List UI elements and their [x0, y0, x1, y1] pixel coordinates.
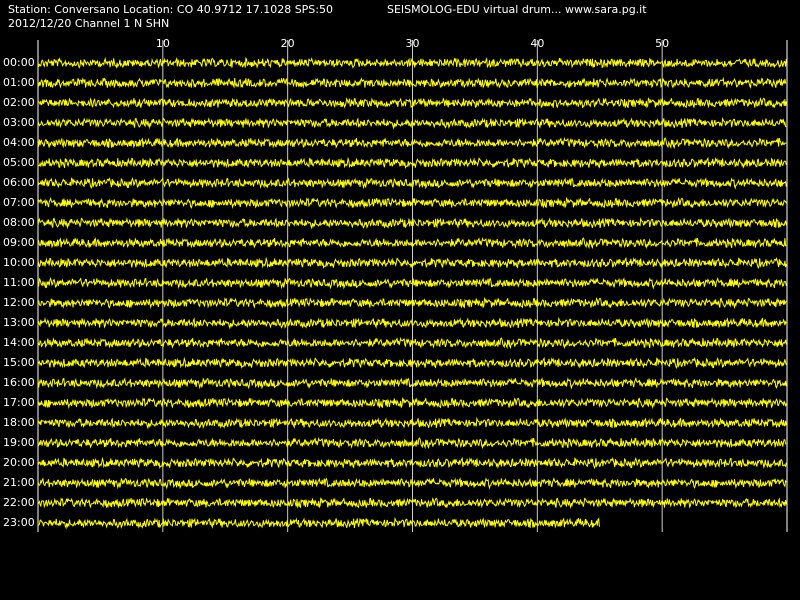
x-tick-label: 20 — [281, 37, 295, 50]
hour-label: 11:00 — [3, 276, 35, 289]
seismic-trace — [37, 516, 600, 530]
date-channel: 2012/12/20 Channel 1 N SHN — [8, 17, 169, 30]
station-info: Station: Conversano Location: CO 40.9712… — [8, 3, 333, 16]
seismic-trace — [37, 97, 787, 109]
seismic-trace — [37, 397, 787, 410]
seismic-trace — [37, 197, 787, 209]
seismic-trace — [37, 156, 787, 169]
hour-label: 15:00 — [3, 356, 35, 369]
x-tick-label: 40 — [530, 37, 544, 50]
program-title: SEISMOLOG-EDU virtual drum... www.sara.p… — [387, 3, 647, 16]
hour-label: 22:00 — [3, 496, 35, 509]
hour-label: 05:00 — [3, 156, 35, 169]
hour-label: 23:00 — [3, 516, 35, 529]
seismic-trace — [37, 216, 787, 230]
seismic-trace — [37, 437, 787, 450]
seismic-trace — [37, 256, 787, 270]
hour-label: 08:00 — [3, 216, 35, 229]
hour-label: 09:00 — [3, 236, 35, 249]
hour-label: 13:00 — [3, 316, 35, 329]
hour-label: 01:00 — [3, 76, 35, 89]
hour-label: 07:00 — [3, 196, 35, 209]
seismic-trace — [37, 377, 787, 390]
hour-label: 20:00 — [3, 456, 35, 469]
hour-label: 04:00 — [3, 136, 35, 149]
seismic-trace — [37, 56, 787, 69]
hour-label: 19:00 — [3, 436, 35, 449]
hour-label: 06:00 — [3, 176, 35, 189]
seismic-trace — [37, 237, 787, 250]
seismic-trace — [37, 477, 787, 490]
hour-label: 14:00 — [3, 336, 35, 349]
hour-label: 17:00 — [3, 396, 35, 409]
x-tick-label: 50 — [655, 37, 669, 50]
hour-label: 21:00 — [3, 476, 35, 489]
hour-label: 03:00 — [3, 116, 35, 129]
seismic-trace — [37, 456, 787, 470]
hour-label: 02:00 — [3, 96, 35, 109]
seismic-trace — [37, 416, 787, 430]
x-tick-label: 10 — [156, 37, 170, 50]
seismic-trace — [37, 137, 787, 150]
seismic-trace — [37, 116, 787, 130]
seismic-trace — [37, 297, 787, 310]
hour-label: 16:00 — [3, 376, 35, 389]
hour-label: 10:00 — [3, 256, 35, 269]
seismic-trace — [37, 76, 787, 89]
hour-label: 18:00 — [3, 416, 35, 429]
seismic-trace — [37, 337, 787, 350]
seismic-trace — [37, 276, 787, 290]
seismic-trace — [37, 316, 787, 330]
hour-label: 00:00 — [3, 56, 35, 69]
seismic-trace — [37, 356, 787, 370]
x-tick-label: 30 — [406, 37, 420, 50]
seismic-trace — [37, 176, 787, 190]
hour-label: 12:00 — [3, 296, 35, 309]
seismic-trace — [37, 497, 787, 510]
